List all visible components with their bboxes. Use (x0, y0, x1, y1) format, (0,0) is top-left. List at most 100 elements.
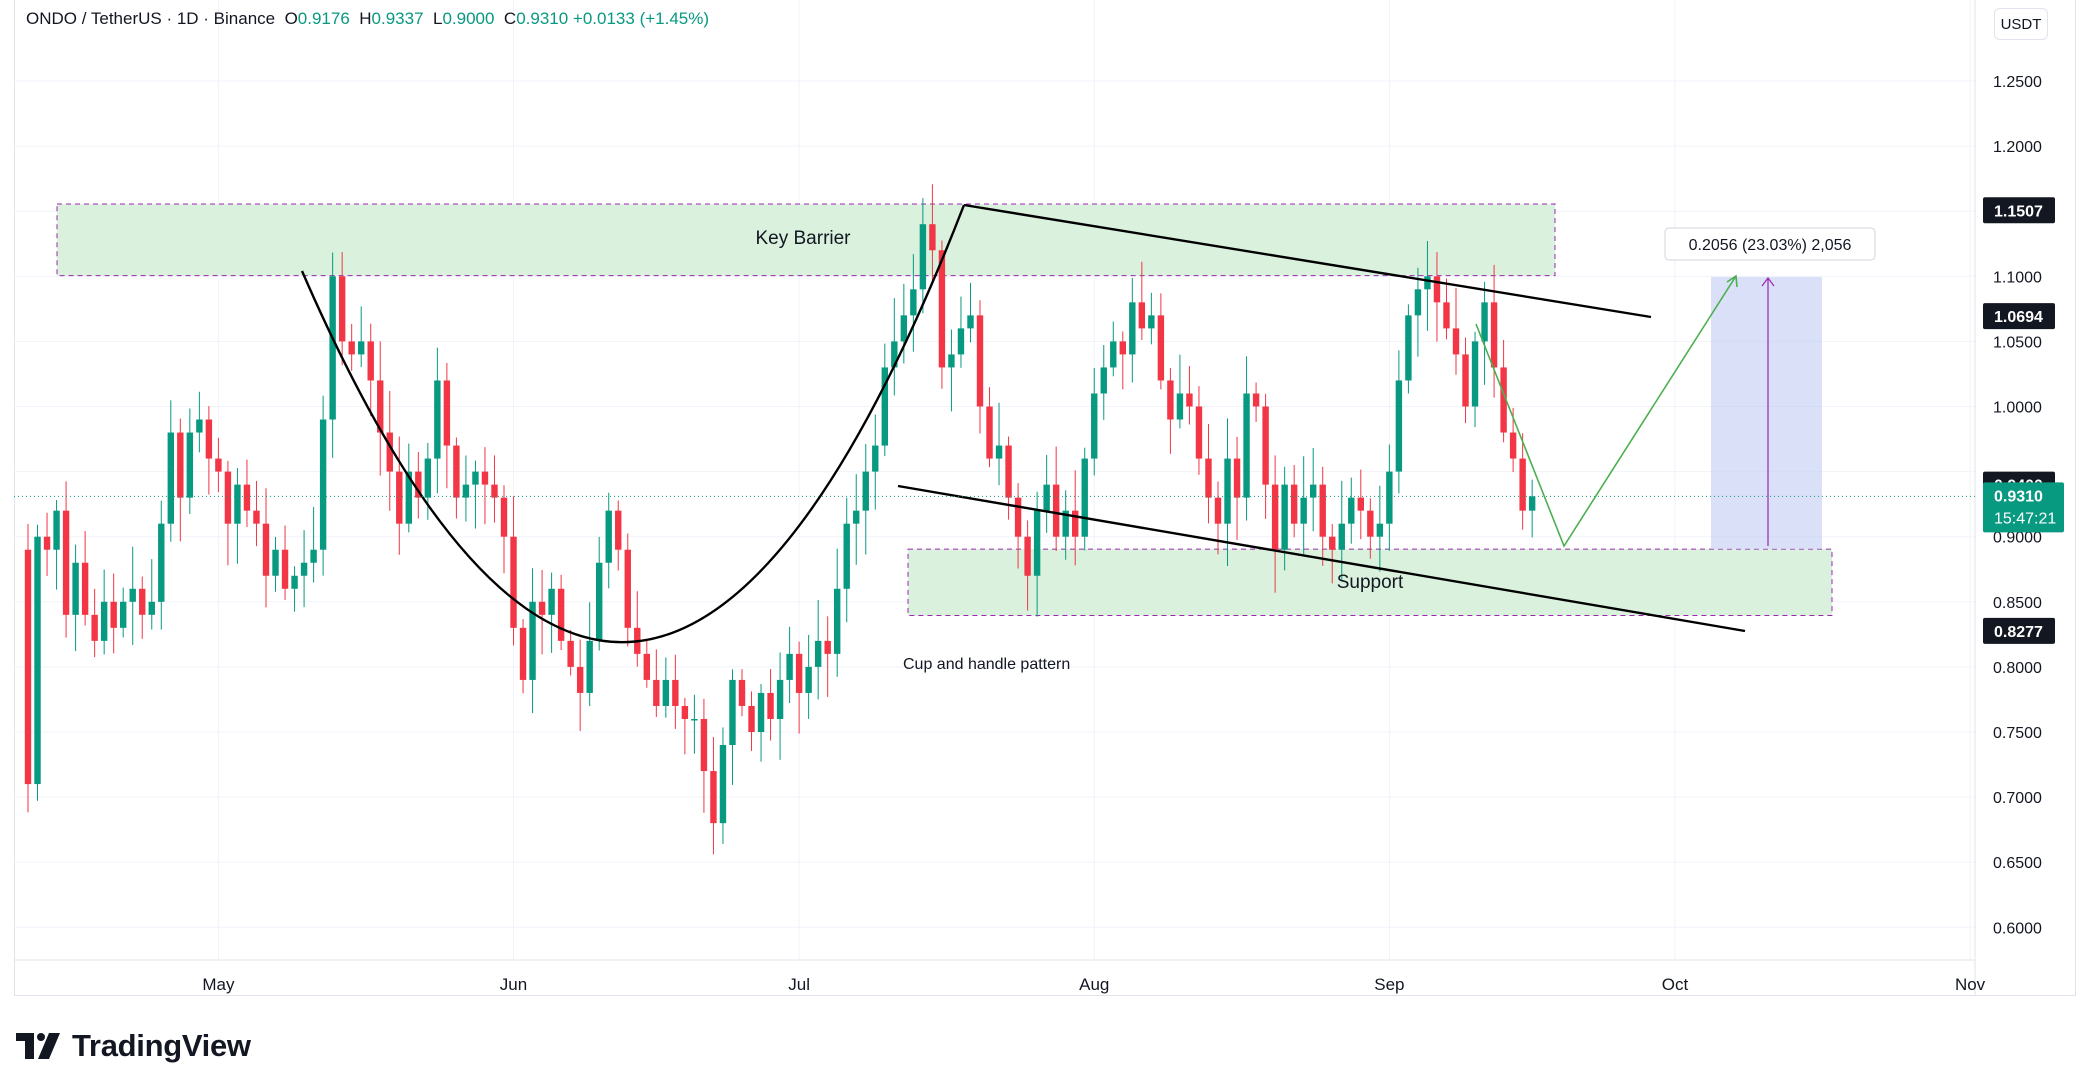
candle-down (91, 588, 98, 658)
candle-up (1414, 267, 1422, 357)
candle-down (767, 669, 774, 741)
candle-down (281, 525, 289, 600)
price-label-value: 0.8277 (1994, 624, 2043, 641)
candle-body (434, 380, 441, 459)
candle-body (567, 640, 574, 667)
candle-up (472, 460, 479, 529)
candle-down (510, 496, 517, 646)
candle-body (281, 549, 289, 589)
change-value: +0.0133 (+1.45%) (572, 9, 710, 28)
price-label-value: 1.0694 (1994, 309, 2043, 326)
key-barrier-zone (56, 203, 1556, 277)
candle-body (529, 601, 536, 680)
candle-body (538, 601, 546, 615)
candle-body (1300, 497, 1307, 524)
projection-path (1475, 275, 1737, 548)
candle-body (1367, 510, 1374, 537)
candle-body (776, 679, 784, 719)
candle-up (1129, 277, 1136, 383)
candle-body (348, 341, 355, 355)
candle-body (691, 718, 698, 721)
candle-body (1100, 367, 1107, 394)
candle-body (205, 419, 213, 459)
candle-down (215, 437, 222, 493)
price-tick: 1.1000 (1993, 269, 2042, 286)
candle-body (853, 510, 860, 524)
candle-body (1233, 458, 1241, 498)
candle-up (424, 442, 432, 520)
open-label: O (284, 9, 298, 28)
candle-down (81, 530, 89, 626)
candle-body (443, 380, 451, 446)
candle-body (700, 718, 708, 772)
candle-body (224, 471, 232, 524)
candle-up (776, 652, 784, 760)
candle-up (1043, 454, 1050, 533)
currency-button[interactable]: USDT (1994, 8, 2048, 40)
candle-down (1462, 337, 1469, 424)
current-price-value: 0.9310 (1994, 488, 2043, 505)
lower-channel-line (897, 484, 1746, 633)
candle-up (1033, 491, 1041, 617)
projection-arrowhead (1726, 274, 1738, 288)
symbol-info[interactable]: ONDO / TetherUS · 1D · Binance (26, 9, 276, 28)
candle-up (548, 572, 555, 653)
price-tick: 0.7000 (1993, 790, 2042, 807)
candle-up (814, 600, 822, 700)
candle-down (1024, 520, 1031, 611)
candle-down (748, 691, 755, 751)
candle-body (148, 601, 155, 615)
grid (14, 0, 1976, 996)
candle-down (453, 437, 460, 519)
price-label-badge (1983, 303, 2055, 330)
candle-body (596, 562, 603, 641)
candle-up (1176, 354, 1184, 429)
candle-body (824, 640, 831, 654)
candle-down (177, 418, 184, 542)
candles (24, 184, 1536, 855)
candle-body (34, 536, 41, 785)
candle-down (1367, 498, 1374, 559)
candle-body (453, 445, 460, 498)
candle-body (500, 497, 508, 537)
candle-up (843, 497, 850, 623)
candle-body (72, 562, 79, 615)
candle-up (529, 568, 536, 714)
candle-body (1024, 536, 1031, 576)
candle-body (862, 471, 869, 511)
tradingview-icon (16, 1033, 60, 1059)
pattern-label: Cup and handle pattern (903, 656, 1070, 673)
tradingview-logo[interactable]: TradingView (16, 1028, 251, 1064)
candle-up (100, 569, 108, 655)
candle-body (1157, 315, 1165, 381)
candle-body (1186, 393, 1193, 407)
candle-up (1300, 456, 1307, 555)
candle-up (729, 669, 736, 785)
candle-body (1091, 393, 1098, 459)
candle-body (481, 471, 489, 485)
candle-body (158, 523, 165, 602)
candle-body (919, 224, 927, 290)
candle-down (243, 459, 251, 528)
candle-down (443, 362, 451, 489)
candle-body (681, 705, 689, 719)
price-tick: 0.9000 (1993, 530, 2042, 547)
price-tick: 1.0500 (1993, 334, 2042, 351)
candle-body (1310, 484, 1317, 498)
candle-down (1262, 393, 1269, 519)
candle-down (824, 616, 831, 697)
candle-body (1348, 497, 1355, 524)
candle-down (205, 406, 213, 495)
candle-body (586, 640, 593, 693)
candle-down (377, 341, 384, 476)
time-tick: Jul (788, 975, 810, 994)
measure-tooltip-text: 0.2056 (23.03%) 2,056 (1689, 237, 1852, 254)
time-tick: Oct (1662, 975, 1689, 994)
candle-down (1252, 382, 1260, 422)
key-barrier-label: Key Barrier (755, 228, 851, 249)
candle-up (1424, 241, 1431, 331)
countdown-timer: 15:47:21 (1994, 510, 2056, 527)
price-label-badge (1983, 617, 2055, 644)
candle-up (53, 499, 60, 590)
